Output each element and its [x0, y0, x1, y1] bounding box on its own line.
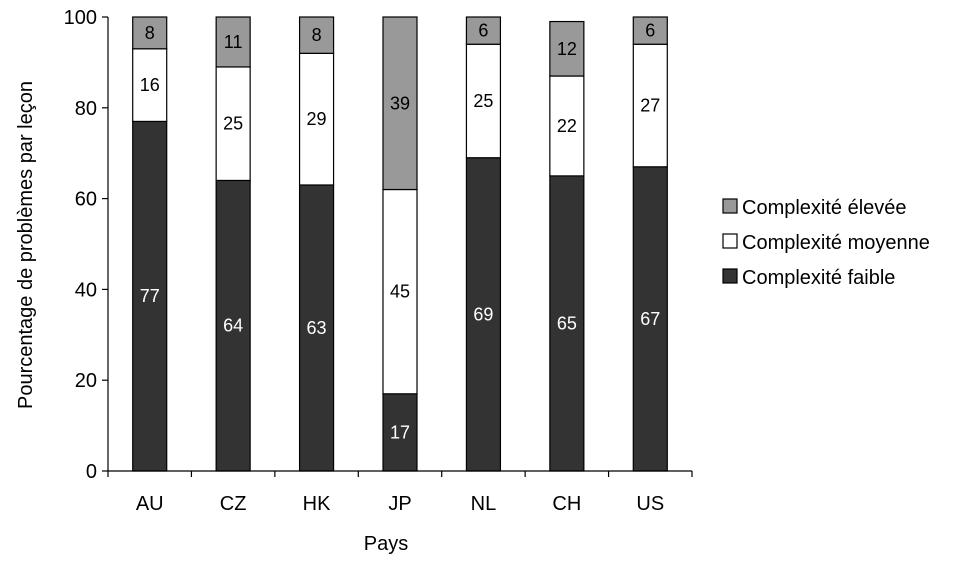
data-label: 8 — [312, 25, 322, 45]
data-label: 25 — [223, 114, 243, 134]
x-tick-label: AU — [136, 493, 164, 515]
y-tick-label: 40 — [75, 279, 97, 301]
legend-swatch — [722, 268, 738, 284]
data-label: 45 — [390, 282, 410, 302]
data-label: 67 — [640, 309, 660, 329]
data-label: 69 — [473, 304, 493, 324]
data-label: 6 — [645, 21, 655, 41]
bar-segment-cz-1 — [215, 66, 251, 182]
y-tick-label: 0 — [86, 461, 97, 483]
bar-segment-us-2 — [632, 16, 668, 45]
data-label: 65 — [557, 313, 577, 333]
y-tick-label: 100 — [64, 7, 97, 29]
legend-label: Complexité élevée — [742, 197, 907, 219]
bar-segment-ch-2 — [549, 20, 585, 77]
data-label: 27 — [640, 96, 660, 116]
x-tick-label: NL — [471, 493, 497, 515]
legend: Complexité élevée Complexité moyenne Compl… — [722, 197, 930, 289]
bar-segment-au-0 — [132, 120, 168, 472]
legend-label: Complexité moyenne — [742, 232, 930, 254]
x-tick-label: JP — [388, 493, 411, 515]
x-tick-label: HK — [303, 493, 331, 515]
bar-segment-us-0 — [632, 166, 668, 472]
y-tick-label: 80 — [75, 98, 97, 120]
data-label: 77 — [140, 286, 160, 306]
bar-segment-jp-2 — [382, 16, 418, 191]
bar-segment-cz-0 — [215, 179, 251, 472]
data-label: 63 — [307, 318, 327, 338]
data-label: 16 — [140, 75, 160, 95]
data-label: 6 — [478, 21, 488, 41]
x-tick-label: CZ — [220, 493, 247, 515]
bar-segment-jp-1 — [382, 188, 418, 395]
legend-swatch — [722, 233, 738, 249]
data-label: 11 — [224, 32, 243, 52]
bar-segment-jp-0 — [382, 393, 418, 472]
bar-segment-ch-0 — [549, 175, 585, 472]
x-tick-label: CH — [552, 493, 581, 515]
bar-segment-au-1 — [132, 48, 168, 123]
x-axis-title: Pays — [364, 533, 408, 555]
data-label: 17 — [390, 422, 410, 442]
data-label: 8 — [145, 23, 155, 43]
bar-segment-hk-1 — [298, 52, 335, 186]
bar-segment-ch-1 — [549, 75, 585, 177]
legend-label: Complexité faible — [742, 267, 895, 289]
plot-area: 7716864251163298174539692566522126727602… — [64, 7, 693, 515]
data-label: 29 — [307, 109, 327, 129]
data-label: 25 — [473, 91, 493, 111]
legend-swatch — [722, 198, 738, 214]
bar-segment-au-2 — [132, 16, 168, 50]
y-tick-label: 60 — [75, 189, 97, 211]
data-label: 22 — [557, 116, 577, 136]
data-label: 64 — [223, 316, 243, 336]
data-label: 12 — [557, 39, 577, 59]
bar-segment-us-1 — [632, 43, 668, 168]
x-tick-label: US — [636, 493, 664, 515]
bar-segment-nl-2 — [465, 16, 502, 45]
bar-segment-cz-2 — [215, 16, 251, 68]
bar-segment-hk-2 — [298, 16, 335, 54]
y-axis-title: Pourcentage de problèmes par leçon — [15, 81, 37, 409]
y-tick-label: 20 — [75, 370, 97, 392]
data-label: 39 — [390, 93, 410, 113]
